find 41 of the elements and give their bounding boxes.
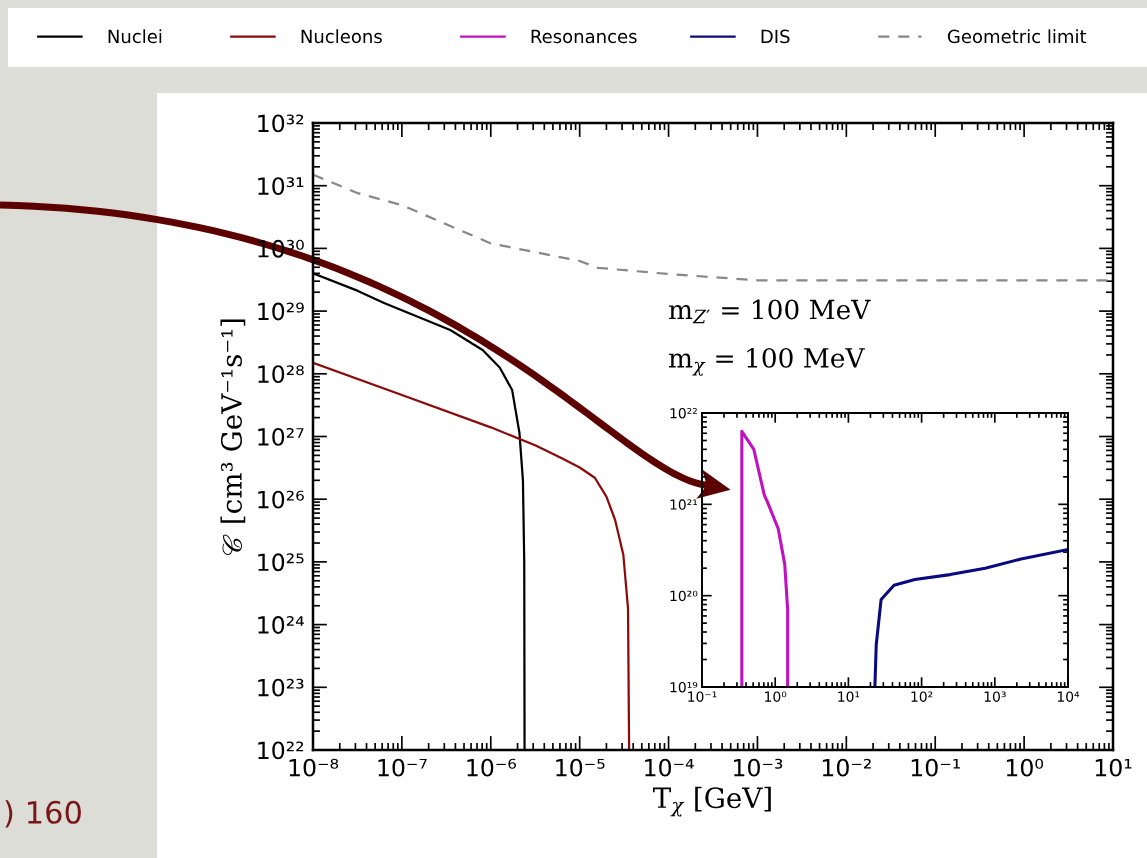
y-tick-label: 10²⁷ <box>258 427 304 446</box>
legend-label: Geometric limit <box>947 29 1087 44</box>
text: ) 160 <box>5 800 81 828</box>
annotation: m$_{Z′}$ = 100 MeV <box>668 299 871 324</box>
x-tick-label: 10⁻⁸ <box>289 758 339 777</box>
y-tick-label: 10²⁰ <box>670 590 698 602</box>
y-axis-title: 𝒞 [cm³ GeV⁻¹s⁻¹] <box>220 319 246 556</box>
y-tick-label: 10²¹ <box>670 499 698 510</box>
y-tick-label: 10²² <box>670 407 697 419</box>
y-tick-label: 10³⁰ <box>258 239 304 258</box>
x-tick-label: 10⁻⁵ <box>556 758 605 777</box>
y-tick-label: 10²² <box>258 741 304 760</box>
legend-label: DIS <box>761 29 790 44</box>
x-tick-label: 10³ <box>984 691 1006 702</box>
x-axis-title: T$_{χ}$ [GeV] <box>653 786 771 817</box>
x-tick-label: 10⁻¹ <box>688 691 717 702</box>
y-tick-label: 10³¹ <box>258 177 304 196</box>
y-tick-label: 10²⁹ <box>258 302 304 321</box>
x-tick-label: 10⁻⁷ <box>378 758 427 777</box>
y-tick-label: 10²⁵ <box>258 553 304 572</box>
y-tick-label: 10²⁴ <box>258 616 304 634</box>
legend-label: Nuclei <box>108 29 162 44</box>
x-tick-label: 10⁰ <box>765 691 787 702</box>
x-tick-label: 10⁰ <box>1006 758 1044 777</box>
x-tick-label: 10² <box>911 691 933 702</box>
y-tick-label: 10²⁶ <box>258 490 304 509</box>
x-tick-label: 10⁻⁶ <box>467 758 516 777</box>
y-tick-label: 10²⁸ <box>258 365 304 384</box>
x-tick-label: 10⁻¹ <box>911 758 960 777</box>
x-tick-label: 10⁻² <box>822 758 871 777</box>
annotation: m$_{χ}$ = 100 MeV <box>668 347 865 376</box>
y-tick-label: 10²³ <box>258 678 304 697</box>
legend-label: Resonances <box>531 29 637 44</box>
y-tick-label: 10¹⁹ <box>670 681 698 693</box>
x-tick-label: 10¹ <box>838 691 860 702</box>
legend-label: Nucleons <box>301 29 382 44</box>
x-tick-label: 10⁻⁴ <box>645 758 694 777</box>
y-tick-label: 10³² <box>258 114 304 133</box>
x-tick-label: 10⁴ <box>1057 691 1080 702</box>
x-tick-label: 10⁻³ <box>734 758 783 777</box>
x-tick-label: 10¹ <box>1095 758 1132 777</box>
